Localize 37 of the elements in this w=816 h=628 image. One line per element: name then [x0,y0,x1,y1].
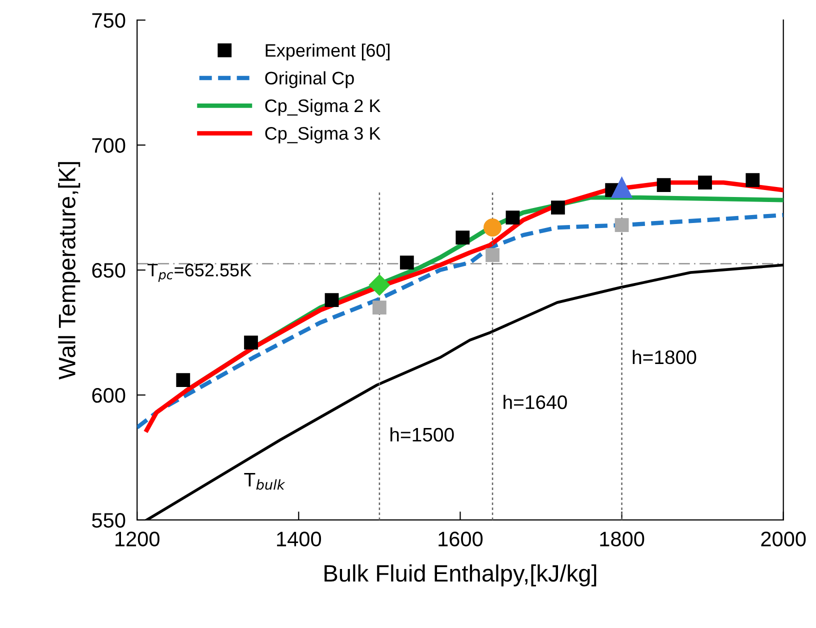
point [614,218,629,232]
point [551,200,565,214]
point [400,256,414,270]
annotation: h=1640 [504,394,567,410]
x-axis-title: Bulk Fluid Enthalpy,[kJ/kg] [324,564,596,586]
point [244,336,258,350]
point [486,248,500,262]
point [484,218,502,237]
legend-label: Cp_Sigma 2 K [265,98,381,116]
point [746,173,760,188]
x-tick-label: 1600 [438,532,483,546]
point [372,300,386,314]
y-axis-title: Wall Temperature,[K] [58,162,80,380]
point [368,274,390,296]
point [176,373,190,387]
ref-line-label: T$_{pc}$=652.55K [148,264,252,282]
x-tick-label: 1400 [277,532,322,546]
legend-label: Cp_Sigma 3 K [265,126,381,144]
y-tick-label: 700 [92,138,126,153]
y-tick-label: 750 [92,13,126,28]
y-tick-label: 550 [92,512,126,528]
x-tick-label: 1200 [116,532,160,546]
point [456,230,470,244]
legend-label: Original Cp [265,71,354,88]
point [656,178,671,192]
legend-label: Experiment [60] [266,44,390,60]
annotation: T$_{bulk}$ [244,472,286,490]
point [698,176,712,190]
annotation: h=1500 [390,427,454,442]
point [324,293,339,307]
y-tick-label: 650 [92,263,126,278]
x-tick-label: 1800 [600,532,644,546]
y-tick-label: 600 [92,388,126,403]
annotation: h=1800 [632,350,696,364]
point [611,177,632,198]
x-tick-label: 2000 [761,532,806,546]
point [506,210,520,224]
